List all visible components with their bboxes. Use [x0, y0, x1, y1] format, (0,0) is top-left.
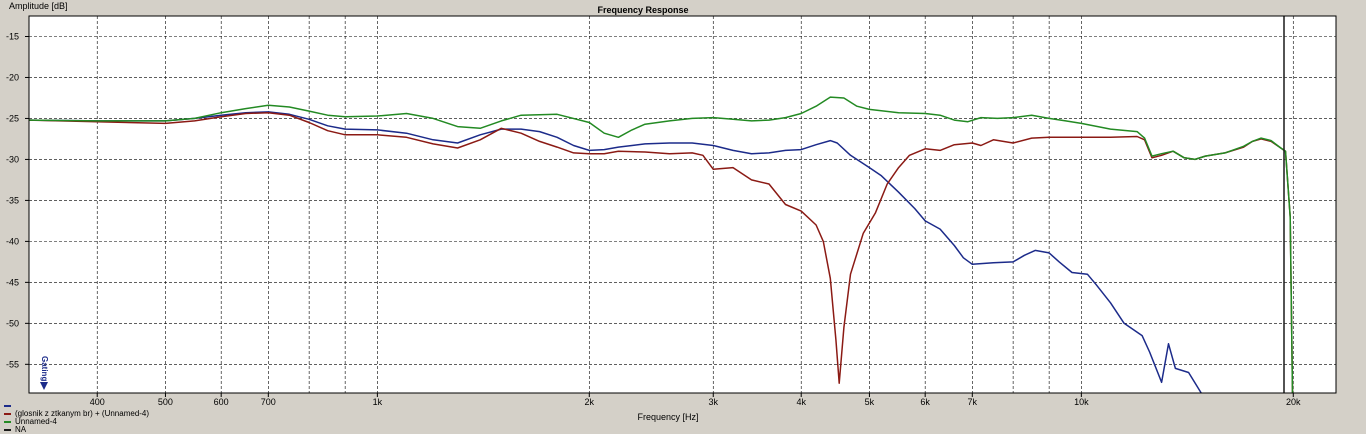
x-tick-label: 4k	[796, 397, 806, 407]
x-tick-label: 2k	[585, 397, 595, 407]
x-tick-label: 5k	[865, 397, 875, 407]
chart-title: Frequency Response	[597, 5, 688, 15]
x-tick-label: 1k	[373, 397, 383, 407]
series-group	[28, 16, 1294, 394]
legend-item: (glosnik z ztkanym br) + (Unnamed-4)	[4, 410, 149, 418]
y-tick-label: -55	[6, 359, 19, 369]
gating-label: Gating	[40, 356, 49, 381]
legend-label: Unnamed-4	[15, 417, 57, 426]
grid	[29, 16, 1336, 393]
x-tick-label: 6k	[920, 397, 930, 407]
legend-label: (glosnik z ztkanym br) + (Unnamed-4)	[15, 409, 150, 418]
x-tick-label: 20k	[1286, 397, 1301, 407]
y-axis-label: Amplitude [dB]	[9, 1, 68, 11]
legend-swatch	[4, 421, 11, 423]
x-tick-label: 400	[90, 397, 105, 407]
y-tick-label: -25	[6, 113, 19, 123]
x-tick-label: 7k	[968, 397, 978, 407]
x-tick-label: 3k	[708, 397, 718, 407]
x-tick-label: 600	[214, 397, 229, 407]
legend-swatch	[4, 413, 11, 415]
y-tick-label: -20	[6, 72, 19, 82]
legend-label: NA	[15, 425, 27, 434]
x-tick-label: 10k	[1074, 397, 1089, 407]
legend: (glosnik z ztkanym br) + (Unnamed-4) Unn…	[4, 402, 149, 434]
x-tick-label: 700	[261, 397, 276, 407]
legend-swatch	[4, 429, 11, 431]
gating-marker[interactable]: Gating	[40, 356, 49, 390]
y-tick-label: -40	[6, 236, 19, 246]
y-tick-label: -30	[6, 154, 19, 164]
legend-item: Unnamed-4	[4, 418, 149, 426]
x-axis-label: Frequency [Hz]	[637, 412, 698, 422]
plot-border	[28, 15, 1337, 394]
gating-triangle-icon[interactable]	[40, 382, 48, 390]
x-tick-label: 500	[158, 397, 173, 407]
y-tick-label: -50	[6, 318, 19, 328]
legend-item	[4, 402, 149, 410]
y-tick-label: -15	[6, 31, 19, 41]
axes: -15 -20 -25 -30 -35 -40 -45 -50 -55 400 500 600 700 1…	[6, 31, 1301, 407]
series-line-unnamed	[28, 111, 1202, 394]
plot-area	[29, 16, 1336, 393]
series-line-unnamed-4	[28, 96, 1294, 394]
legend-item: NA	[4, 426, 149, 434]
y-tick-label: -45	[6, 277, 19, 287]
y-tick-label: -35	[6, 195, 19, 205]
legend-swatch	[4, 405, 11, 407]
